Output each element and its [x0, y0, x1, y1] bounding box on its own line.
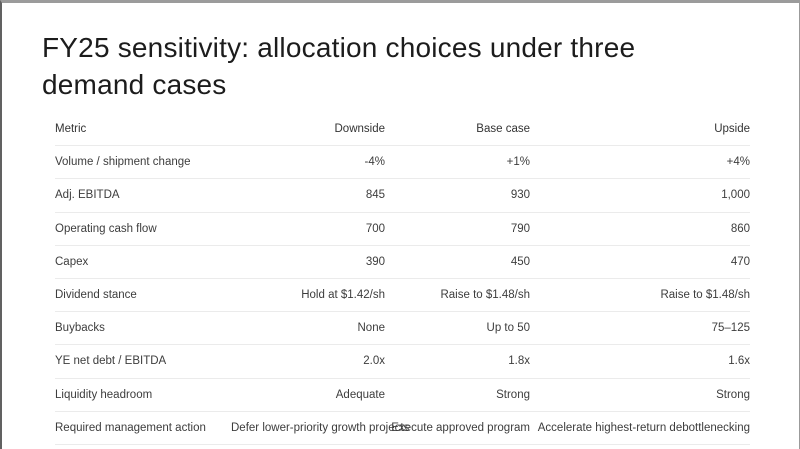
cell-downside: 2.0x: [363, 355, 385, 368]
cell-downside: -4%: [364, 156, 385, 169]
table-row-required-management-action: Required management action Defer lower-p…: [55, 412, 750, 445]
cell-upside: 75–125: [711, 322, 750, 335]
column-header-base-case: Base case: [476, 123, 530, 136]
cell-downside: 845: [365, 189, 385, 202]
table-row-ye-net-debt-ebitda: YE net debt / EBITDA 2.0x 1.8x 1.6x: [55, 345, 750, 379]
cell-base-case: Raise to $1.48/sh: [440, 289, 530, 302]
cell-upside: Raise to $1.48/sh: [660, 289, 750, 302]
cell-downside: Adequate: [335, 388, 385, 401]
cell-upside: 1.6x: [728, 355, 750, 368]
table-row-buybacks: Buybacks None Up to 50 75–125: [55, 312, 750, 346]
cell-upside: 860: [730, 222, 750, 235]
cell-upside: 470: [730, 255, 750, 268]
cell-base-case: 930: [510, 189, 530, 202]
cell-base-case: +1%: [506, 156, 530, 169]
cell-upside: 1,000: [721, 189, 750, 202]
row-label: Volume / shipment change: [55, 156, 191, 169]
row-label: Required management action: [55, 421, 206, 434]
row-label: Liquidity headroom: [55, 388, 153, 401]
row-label: Operating cash flow: [55, 222, 157, 235]
row-label: YE net debt / EBITDA: [55, 355, 167, 368]
cell-downside: 700: [365, 222, 385, 235]
cell-downside: Hold at $1.42/sh: [301, 289, 385, 302]
row-label: Dividend stance: [55, 289, 137, 302]
table-row-liquidity-headroom: Liquidity headroom Adequate Strong Stron…: [55, 379, 750, 412]
column-header-metric: Metric: [55, 123, 87, 136]
page-title: FY25 sensitivity: allocation choices und…: [42, 32, 636, 101]
table-row-dividend-stance: Dividend stance Hold at $1.42/sh Raise t…: [55, 279, 750, 313]
row-label: Capex: [55, 255, 89, 268]
row-label: Adj. EBITDA: [55, 189, 120, 202]
cell-upside: +4%: [726, 156, 750, 169]
table-row-operating-cash-flow: Operating cash flow 700 790 860: [55, 213, 750, 246]
table-header-row: Metric Downside Base case Upside: [55, 113, 750, 147]
cell-base-case: 790: [510, 222, 530, 235]
cell-base-case: 450: [510, 255, 530, 268]
cell-downside: Defer lower-priority growth projects: [231, 421, 410, 434]
cell-base-case: Execute approved program: [391, 421, 530, 434]
table-row-adj-ebitda: Adj. EBITDA 845 930 1,000: [55, 179, 750, 213]
cell-upside: Accelerate highest-return debottleneckin…: [537, 421, 750, 434]
sensitivity-table: Metric Downside Base case Upside Volume …: [55, 113, 750, 445]
cell-upside: Strong: [716, 388, 750, 401]
column-header-upside: Upside: [714, 123, 750, 136]
table-row-volume-shipment-change: Volume / shipment change -4% +1% +4%: [55, 146, 750, 180]
cell-downside: None: [357, 322, 386, 335]
cell-downside: 390: [365, 255, 385, 268]
table-row-capex: Capex 390 450 470: [55, 246, 750, 279]
cell-base-case: 1.8x: [508, 355, 530, 368]
column-header-downside: Downside: [334, 123, 386, 136]
row-label: Buybacks: [55, 322, 105, 335]
cell-base-case: Up to 50: [486, 322, 530, 335]
cell-base-case: Strong: [496, 388, 530, 401]
